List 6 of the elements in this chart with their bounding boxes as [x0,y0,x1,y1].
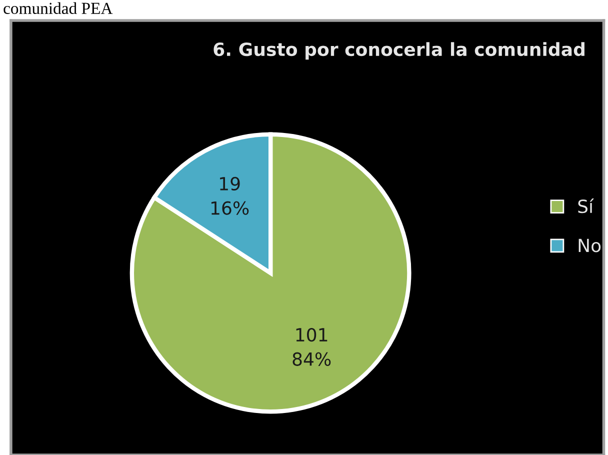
chart-title: 6. Gusto por conocerla la comunidad [214,42,584,60]
data-label: 19 16% [211,176,249,215]
legend-label: Sí [578,198,594,214]
legend-label: No [578,238,601,252]
text: comunidad PEA [4,2,113,14]
data-label: 101 84% [292,328,331,366]
